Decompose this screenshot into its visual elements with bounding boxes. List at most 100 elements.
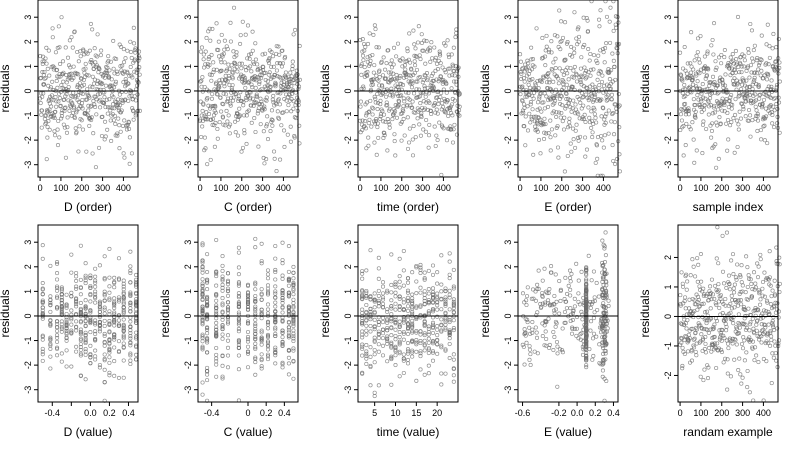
data-point	[286, 276, 291, 281]
data-point	[600, 286, 605, 291]
data-point	[680, 363, 685, 368]
data-point	[527, 325, 532, 330]
data-point	[226, 124, 232, 129]
data-point	[262, 161, 267, 166]
data-point	[214, 313, 219, 318]
data-point	[283, 54, 288, 59]
data-point	[704, 321, 709, 326]
data-point	[54, 319, 60, 324]
data-point	[685, 349, 691, 354]
data-point	[389, 340, 394, 345]
data-point	[603, 0, 608, 4]
data-point	[121, 325, 126, 330]
data-point	[776, 36, 781, 42]
data-point	[52, 65, 57, 70]
data-point	[752, 358, 757, 363]
data-point	[286, 372, 291, 377]
data-point	[421, 127, 426, 132]
data-point	[685, 91, 690, 96]
data-point	[293, 27, 298, 32]
data-point	[66, 98, 71, 103]
data-point	[93, 284, 98, 289]
data-point	[397, 324, 402, 329]
data-point	[393, 317, 398, 322]
data-point	[556, 155, 561, 160]
data-point	[43, 56, 48, 61]
data-point	[721, 89, 726, 94]
data-point	[66, 84, 71, 90]
data-point	[576, 39, 581, 44]
data-point	[426, 299, 431, 305]
data-point	[245, 293, 251, 298]
data-point	[572, 87, 577, 93]
data-point	[389, 252, 394, 257]
data-point	[400, 56, 405, 61]
data-point	[767, 44, 772, 49]
data-point	[112, 317, 117, 322]
data-point	[736, 91, 742, 96]
data-point	[48, 85, 53, 90]
data-point	[286, 325, 291, 330]
data-point	[253, 346, 258, 351]
data-point	[97, 323, 102, 328]
x-axis-label: D (value)	[64, 425, 113, 439]
data-point	[568, 141, 573, 146]
data-point	[742, 338, 747, 343]
data-point	[777, 79, 782, 84]
data-point	[381, 130, 386, 135]
data-point	[214, 331, 219, 336]
data-point	[83, 323, 88, 328]
data-point	[583, 154, 588, 159]
data-point	[245, 344, 251, 349]
data-point	[116, 299, 122, 304]
data-point	[753, 345, 758, 350]
data-point	[97, 313, 102, 318]
y-axis-label: residuals	[0, 289, 12, 337]
data-point	[265, 307, 271, 312]
data-point	[265, 344, 271, 349]
data-point	[584, 268, 589, 273]
data-point	[439, 90, 444, 95]
data-point	[71, 106, 76, 111]
data-point	[118, 110, 123, 115]
data-point	[759, 57, 764, 63]
data-point	[710, 74, 716, 79]
data-point	[136, 80, 141, 85]
data-point	[203, 49, 208, 54]
data-point	[764, 42, 769, 47]
data-point	[435, 111, 440, 116]
y-tick-label: -1	[503, 337, 513, 345]
data-point	[567, 268, 573, 273]
data-point	[214, 311, 219, 316]
data-point	[286, 335, 291, 340]
data-point	[128, 343, 133, 348]
data-point	[549, 127, 555, 132]
y-tick-label: 1	[23, 64, 33, 69]
data-point	[422, 292, 427, 297]
data-point	[547, 342, 552, 347]
y-tick-label: 0	[23, 88, 33, 93]
data-point	[48, 294, 53, 299]
points	[678, 14, 782, 170]
data-point	[272, 156, 277, 161]
data-point	[731, 272, 736, 277]
data-point	[569, 149, 574, 154]
data-point	[401, 96, 406, 101]
data-point	[291, 318, 296, 323]
data-point	[107, 296, 112, 301]
data-point	[214, 237, 219, 243]
data-point	[78, 300, 83, 306]
data-point	[392, 139, 397, 144]
data-point	[404, 74, 409, 80]
data-point	[214, 352, 219, 357]
data-point	[608, 5, 613, 10]
data-point	[364, 356, 369, 361]
data-point	[756, 308, 761, 313]
data-point	[205, 279, 210, 284]
data-point	[544, 343, 549, 348]
data-point	[414, 67, 420, 72]
data-point	[430, 71, 436, 76]
data-point	[418, 101, 423, 106]
x-tick-label: 200	[554, 183, 569, 193]
data-point	[443, 286, 448, 291]
